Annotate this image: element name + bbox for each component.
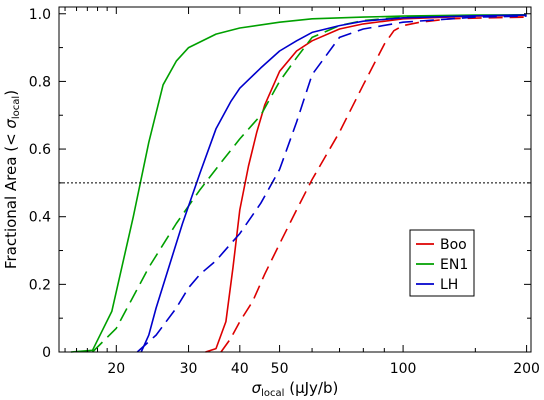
legend: Boo EN1 LH	[409, 229, 475, 297]
x-tick-label: 50	[271, 361, 289, 377]
series-line-boo-dashed	[220, 16, 527, 353]
y-tick-label: 0.2	[29, 277, 51, 293]
legend-items: Boo EN1 LH	[416, 237, 468, 293]
legend-label-boo: Boo	[440, 237, 467, 253]
y-tick-label: 0.8	[29, 74, 51, 90]
y-tick-label: 0	[42, 345, 51, 361]
series-line-en1-dashed	[91, 14, 527, 353]
data-curves	[70, 14, 527, 353]
y-axis-label-symbol: σ	[2, 119, 20, 129]
x-tick-label: 20	[107, 361, 125, 377]
y-tick-label: 0.4	[29, 210, 51, 226]
y-axis-label-subscript: local	[11, 96, 22, 119]
y-axis-label: Fractional Area (< σlocal)	[2, 90, 22, 269]
plot-frame	[58, 6, 532, 353]
x-axis-label-symbol: σ	[252, 379, 262, 397]
legend-label-lh: LH	[440, 277, 458, 293]
x-axis-label-subscript: local	[261, 388, 284, 399]
y-axis-label-suffix: )	[2, 90, 20, 96]
legend-label-en1: EN1	[440, 257, 468, 273]
legend-box	[409, 229, 475, 297]
series-line-lh-solid	[140, 14, 527, 353]
x-tick-label: 100	[390, 361, 417, 377]
series-line-en1-solid	[70, 14, 527, 353]
x-tick-label: 200	[513, 361, 540, 377]
x-axis-label-unit: (μJy/b)	[284, 379, 338, 397]
x-tick-label: 40	[231, 361, 249, 377]
y-tick-label: 1.0	[29, 7, 51, 23]
y-tick-label: 0.6	[29, 142, 51, 158]
series-line-boo-solid	[205, 14, 527, 353]
y-axis-label-prefix: Fractional Area (<	[2, 129, 20, 269]
x-axis-label: σlocal (μJy/b)	[252, 379, 339, 399]
x-tick-label: 30	[180, 361, 198, 377]
series-line-lh-dashed	[136, 15, 527, 353]
tick-layer: 20 30 40 50 100 200 0 0.2 0.4 0.6 0.8 1.0	[29, 7, 540, 377]
